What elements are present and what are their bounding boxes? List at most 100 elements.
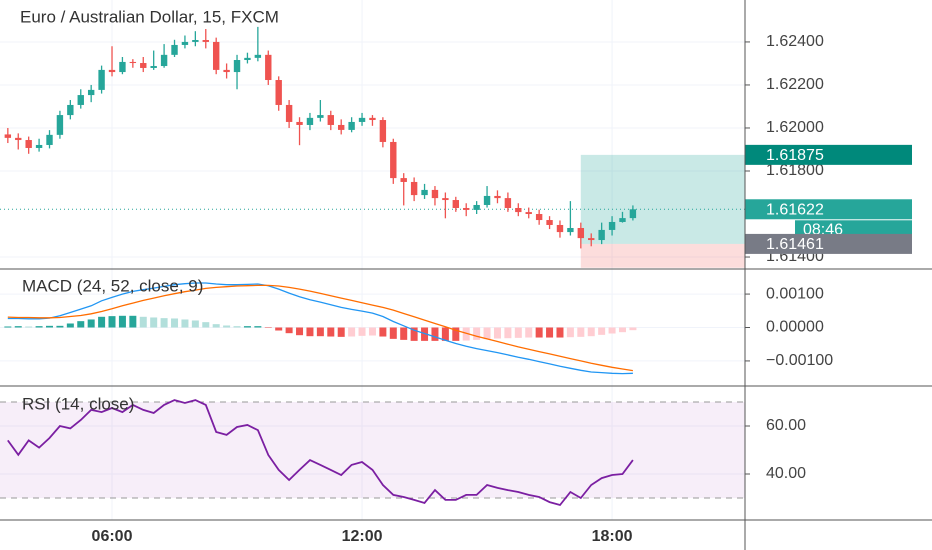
histogram-bar [389,327,397,339]
candle-body [494,195,501,199]
candle-body [358,117,366,122]
candle-body [223,69,230,73]
candle-body [140,63,147,68]
candle-body [35,144,43,148]
candle-body [546,220,553,225]
histogram-bar [171,318,179,328]
histogram-bar [577,327,585,337]
candle-body [598,229,605,241]
histogram-bar [77,321,85,328]
entry-price-label-bg [745,233,912,254]
indicator-title: MACD (24, 52, close, 9) [22,276,203,295]
candle-body [525,212,532,215]
candle-body [129,61,137,64]
histogram-bar [441,327,449,341]
candle-body [233,60,241,73]
candle-body [108,69,116,73]
histogram-bar [118,315,126,328]
candle-body [317,115,324,118]
y-tick-label: 0.00000 [766,319,824,336]
candle-body [192,40,199,42]
histogram-bar [254,326,262,328]
histogram-bar [608,327,616,334]
rsi-band [0,401,745,498]
histogram-bar [368,327,376,336]
histogram-bar [243,326,251,328]
x-tick-label: 06:00 [92,528,133,545]
candle-body [119,61,126,73]
candle-body [473,204,480,210]
histogram-bar [129,315,137,328]
loss-zone [580,243,745,268]
histogram-bar [431,327,439,341]
candle-body [296,121,303,125]
histogram-bar [514,327,522,338]
histogram-bar [14,326,22,328]
candle-body [431,189,439,199]
last-price-label-bg [745,199,912,220]
histogram-bar [546,327,554,338]
candle-body [285,104,293,122]
candle-body [306,117,314,125]
candle-body [77,95,84,105]
countdown-bg [795,220,912,239]
histogram-bar [337,327,345,337]
chart-title: Euro / Australian Dollar, 15, FXCM [20,7,279,26]
candle-body [15,137,22,141]
macd-line [7,282,633,375]
candle-body [504,198,512,208]
candle-body [390,141,397,179]
y-tick-label: 1.62400 [766,33,824,50]
histogram-bar [139,316,147,328]
histogram-bar [66,323,74,328]
histogram-bar [379,327,387,337]
histogram-bar [35,326,43,328]
histogram-bar [223,325,231,328]
histogram-bar [327,327,335,337]
x-tick-label: 12:00 [342,528,383,545]
histogram-bar [191,320,199,328]
candle-body [515,207,522,213]
candle-body [171,44,178,55]
histogram-bar [306,327,314,337]
candle-body [348,121,355,130]
histogram-bar [452,327,460,341]
candle-body [98,69,105,90]
histogram-bar [212,324,220,328]
candle-body [442,198,449,201]
x-tick-label: 18:00 [592,528,633,545]
histogram-bar [264,327,272,328]
candle-body [588,238,595,241]
histogram-bar [150,317,158,328]
candle-body [275,80,282,105]
histogram-bar [4,326,12,328]
candle-body [202,40,209,42]
histogram-bar [629,327,637,331]
y-tick-label: 1.62200 [766,76,824,93]
candle-body [160,54,168,67]
candle-body [400,178,407,182]
histogram-bar [566,327,574,338]
entry-price-label: 1.61461 [766,236,824,253]
target-price-label: 1.61875 [766,147,824,164]
candle-body [410,181,418,196]
histogram-bar [160,318,168,328]
candle-body [463,207,470,210]
histogram-bar [504,327,512,339]
histogram-bar [296,327,304,336]
histogram-bar [525,327,533,338]
y-tick-label: 0.00100 [766,285,824,302]
histogram-bar [285,327,293,334]
macd-line [7,284,633,372]
y-tick-label: 60.00 [766,417,806,434]
histogram-bar [473,327,481,340]
candle-body [567,227,574,233]
candle-body [338,124,345,130]
histogram-bar [46,325,54,328]
histogram-bar [598,327,606,335]
histogram-bar [108,316,116,328]
last-price-label: 1.61622 [766,201,824,218]
candle-body [577,227,585,239]
histogram-bar [483,327,491,340]
